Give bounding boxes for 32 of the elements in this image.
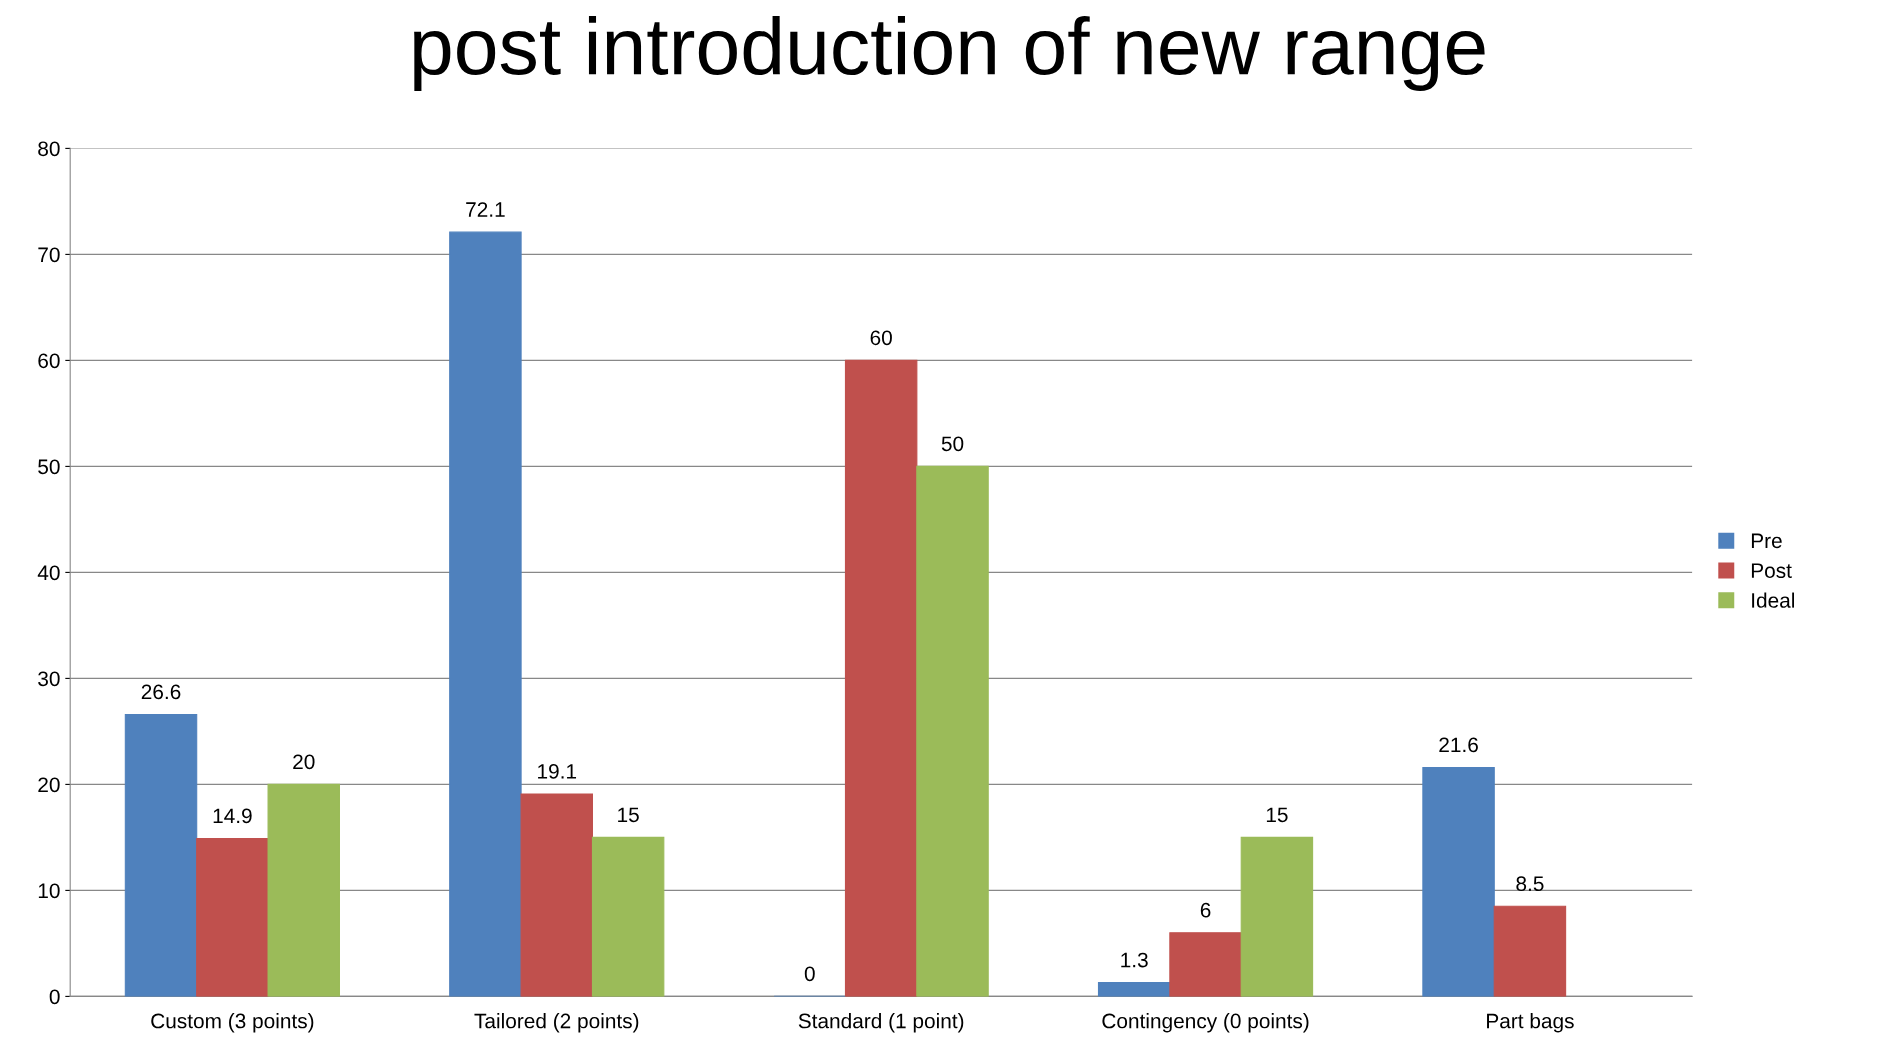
data-label: 8.5 [1516,876,1544,892]
x-tick-label: Part bags [1487,1013,1574,1033]
x-tick-label: Tailored (2 points) [474,1013,639,1033]
data-label: 50 [941,436,964,452]
data-label: 21.6 [1439,737,1478,753]
y-tick-label: 40 [37,565,60,581]
y-tick-label: 10 [38,883,60,899]
legend-label: Ideal [1752,592,1795,608]
legend-label: Pre [1751,533,1782,549]
data-label: 15 [618,807,639,823]
x-tick-label: Contingency (0 points) [1102,1013,1309,1033]
data-label: 14.9 [213,808,252,824]
y-tick-label: 20 [38,777,60,793]
y-tick-label: 80 [38,141,60,157]
chart-title: post introduction of new range [414,15,1485,91]
legend-label: Post [1751,563,1792,578]
y-tick-label: 30 [38,671,60,687]
data-label: 1.3 [1121,952,1148,968]
data-label: 19.1 [538,763,577,779]
y-tick-label: 50 [38,459,60,475]
y-tick-label: 0 [49,989,60,1005]
y-tick-label: 60 [38,353,60,369]
data-label: 6 [1200,902,1211,918]
data-label: 20 [293,754,315,770]
data-label: 0 [804,966,815,982]
data-label: 60 [870,330,892,346]
data-label: 15 [1266,807,1288,823]
data-label: 72.1 [466,202,505,217]
data-label: 26.6 [141,684,181,700]
x-tick-label: Standard (1 point) [798,1013,964,1033]
x-tick-label: Custom (3 points) [151,1013,314,1033]
y-tick-label: 70 [38,247,60,263]
